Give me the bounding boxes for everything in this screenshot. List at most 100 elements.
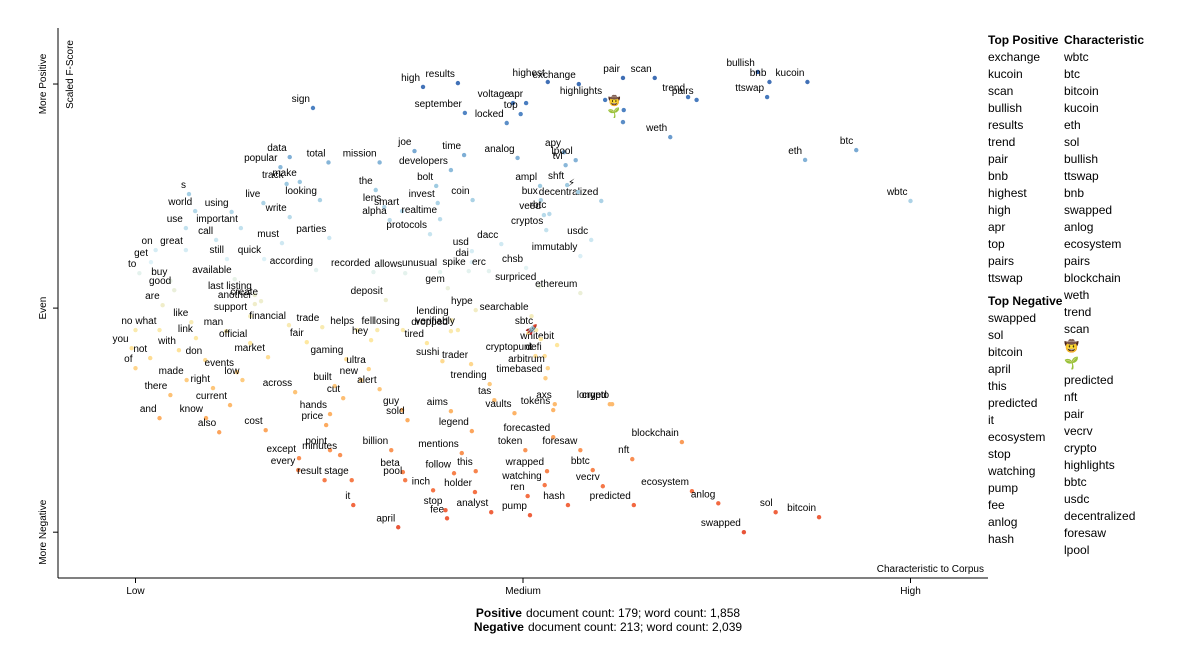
chart: Characteristic to Corpus Scaled F-Score …: [38, 28, 988, 597]
point-label: new: [340, 366, 359, 377]
point: [377, 387, 382, 392]
x-tick-label: High: [900, 586, 921, 597]
point: [455, 80, 461, 86]
footer-text: document count: 179; word count: 1,858: [525, 606, 741, 620]
term: weth: [1064, 288, 1090, 302]
point: [263, 428, 268, 433]
point-label: trending: [451, 370, 487, 381]
term-point: 🤠: [608, 94, 626, 113]
footer-text: document count: 213; word count: 2,039: [527, 620, 743, 634]
point: [504, 120, 509, 126]
term-point: result: [297, 466, 327, 483]
point: [510, 100, 516, 106]
term-point: defi: [526, 342, 547, 359]
point: [473, 469, 478, 474]
point: [486, 268, 492, 274]
point: [487, 381, 492, 387]
term-point: high: [401, 73, 426, 90]
point-label: result: [297, 466, 322, 477]
point: [469, 428, 475, 434]
point-label: cryptos: [511, 216, 543, 227]
point-label: btc: [840, 136, 853, 147]
term-point: fell: [362, 316, 380, 333]
point: [399, 407, 405, 413]
term: kucoin: [1064, 101, 1099, 115]
term: anlog: [988, 515, 1018, 529]
point-label: hey: [352, 326, 368, 337]
term-point: hands: [300, 400, 333, 417]
point-label: create: [230, 287, 258, 298]
term-point: mentions: [418, 439, 464, 456]
point: [533, 327, 539, 333]
point: [805, 79, 810, 85]
point-label: timebased: [496, 364, 542, 375]
point-label: every: [271, 456, 295, 467]
point: [186, 191, 192, 197]
point: [472, 489, 478, 495]
point: [437, 216, 443, 222]
point: [469, 259, 475, 265]
point-label: allows: [374, 259, 402, 270]
point: [461, 152, 467, 158]
term-point: bnb: [750, 68, 772, 85]
term-point: exchange: [532, 70, 581, 87]
point-label: pairs: [672, 86, 694, 97]
point: [473, 307, 478, 313]
term: pump: [988, 481, 1019, 495]
term-point: tas: [478, 386, 497, 403]
term-point: make: [272, 168, 302, 185]
term-point: bolt: [417, 172, 439, 189]
point: [203, 415, 209, 421]
term-point: chsb: [502, 254, 529, 271]
point-label: to: [128, 259, 137, 270]
term-point: watching: [501, 471, 547, 488]
point: [400, 469, 406, 475]
point-label: vecrv: [576, 472, 600, 483]
term-point: developers: [399, 156, 454, 173]
term-point: unusual: [402, 258, 443, 275]
point-label: foresaw: [542, 436, 578, 447]
point-label: helps: [330, 316, 354, 327]
point: [317, 197, 323, 203]
point-label: guy: [383, 396, 399, 407]
point: [631, 502, 637, 508]
footer: Positive document count: 179; word count:…: [0, 606, 1200, 634]
point-label: shft: [548, 171, 564, 182]
point: [468, 361, 474, 367]
point-label: hash: [543, 491, 565, 502]
point: [310, 105, 316, 111]
term-point: sign: [292, 94, 316, 111]
point-label: weth: [645, 123, 667, 134]
point-label: data: [267, 143, 287, 154]
term-point: new: [340, 366, 364, 383]
point: [327, 235, 332, 241]
point-label: popular: [244, 153, 278, 164]
point-label: aims: [427, 397, 448, 408]
point-label: tvl: [553, 151, 563, 162]
term-point: losing: [374, 316, 406, 333]
term-point: cryptos: [511, 216, 549, 233]
point-label: events: [205, 358, 234, 369]
point: [148, 259, 154, 265]
term-point: ecosystem: [641, 477, 695, 494]
term-point: 🌱: [608, 107, 626, 125]
point: [400, 327, 406, 333]
point: [238, 225, 244, 231]
point: [189, 320, 194, 325]
term: highlights: [1064, 458, 1115, 472]
term-point: tvl: [553, 151, 568, 168]
point-label: high: [401, 73, 420, 84]
point: [292, 389, 298, 395]
point: [437, 269, 443, 275]
term-point: billion: [363, 436, 394, 453]
point-label: bitcoin: [787, 503, 816, 514]
point-label: know: [180, 404, 204, 415]
point-label: bux: [522, 186, 538, 197]
term-point: searchable: [480, 302, 534, 319]
term-point: bullish: [726, 58, 761, 75]
term-point: ampl: [515, 172, 543, 189]
point-label: april: [376, 513, 395, 524]
term-point: tokens: [521, 396, 556, 413]
point: [512, 410, 517, 416]
point: [564, 182, 570, 188]
